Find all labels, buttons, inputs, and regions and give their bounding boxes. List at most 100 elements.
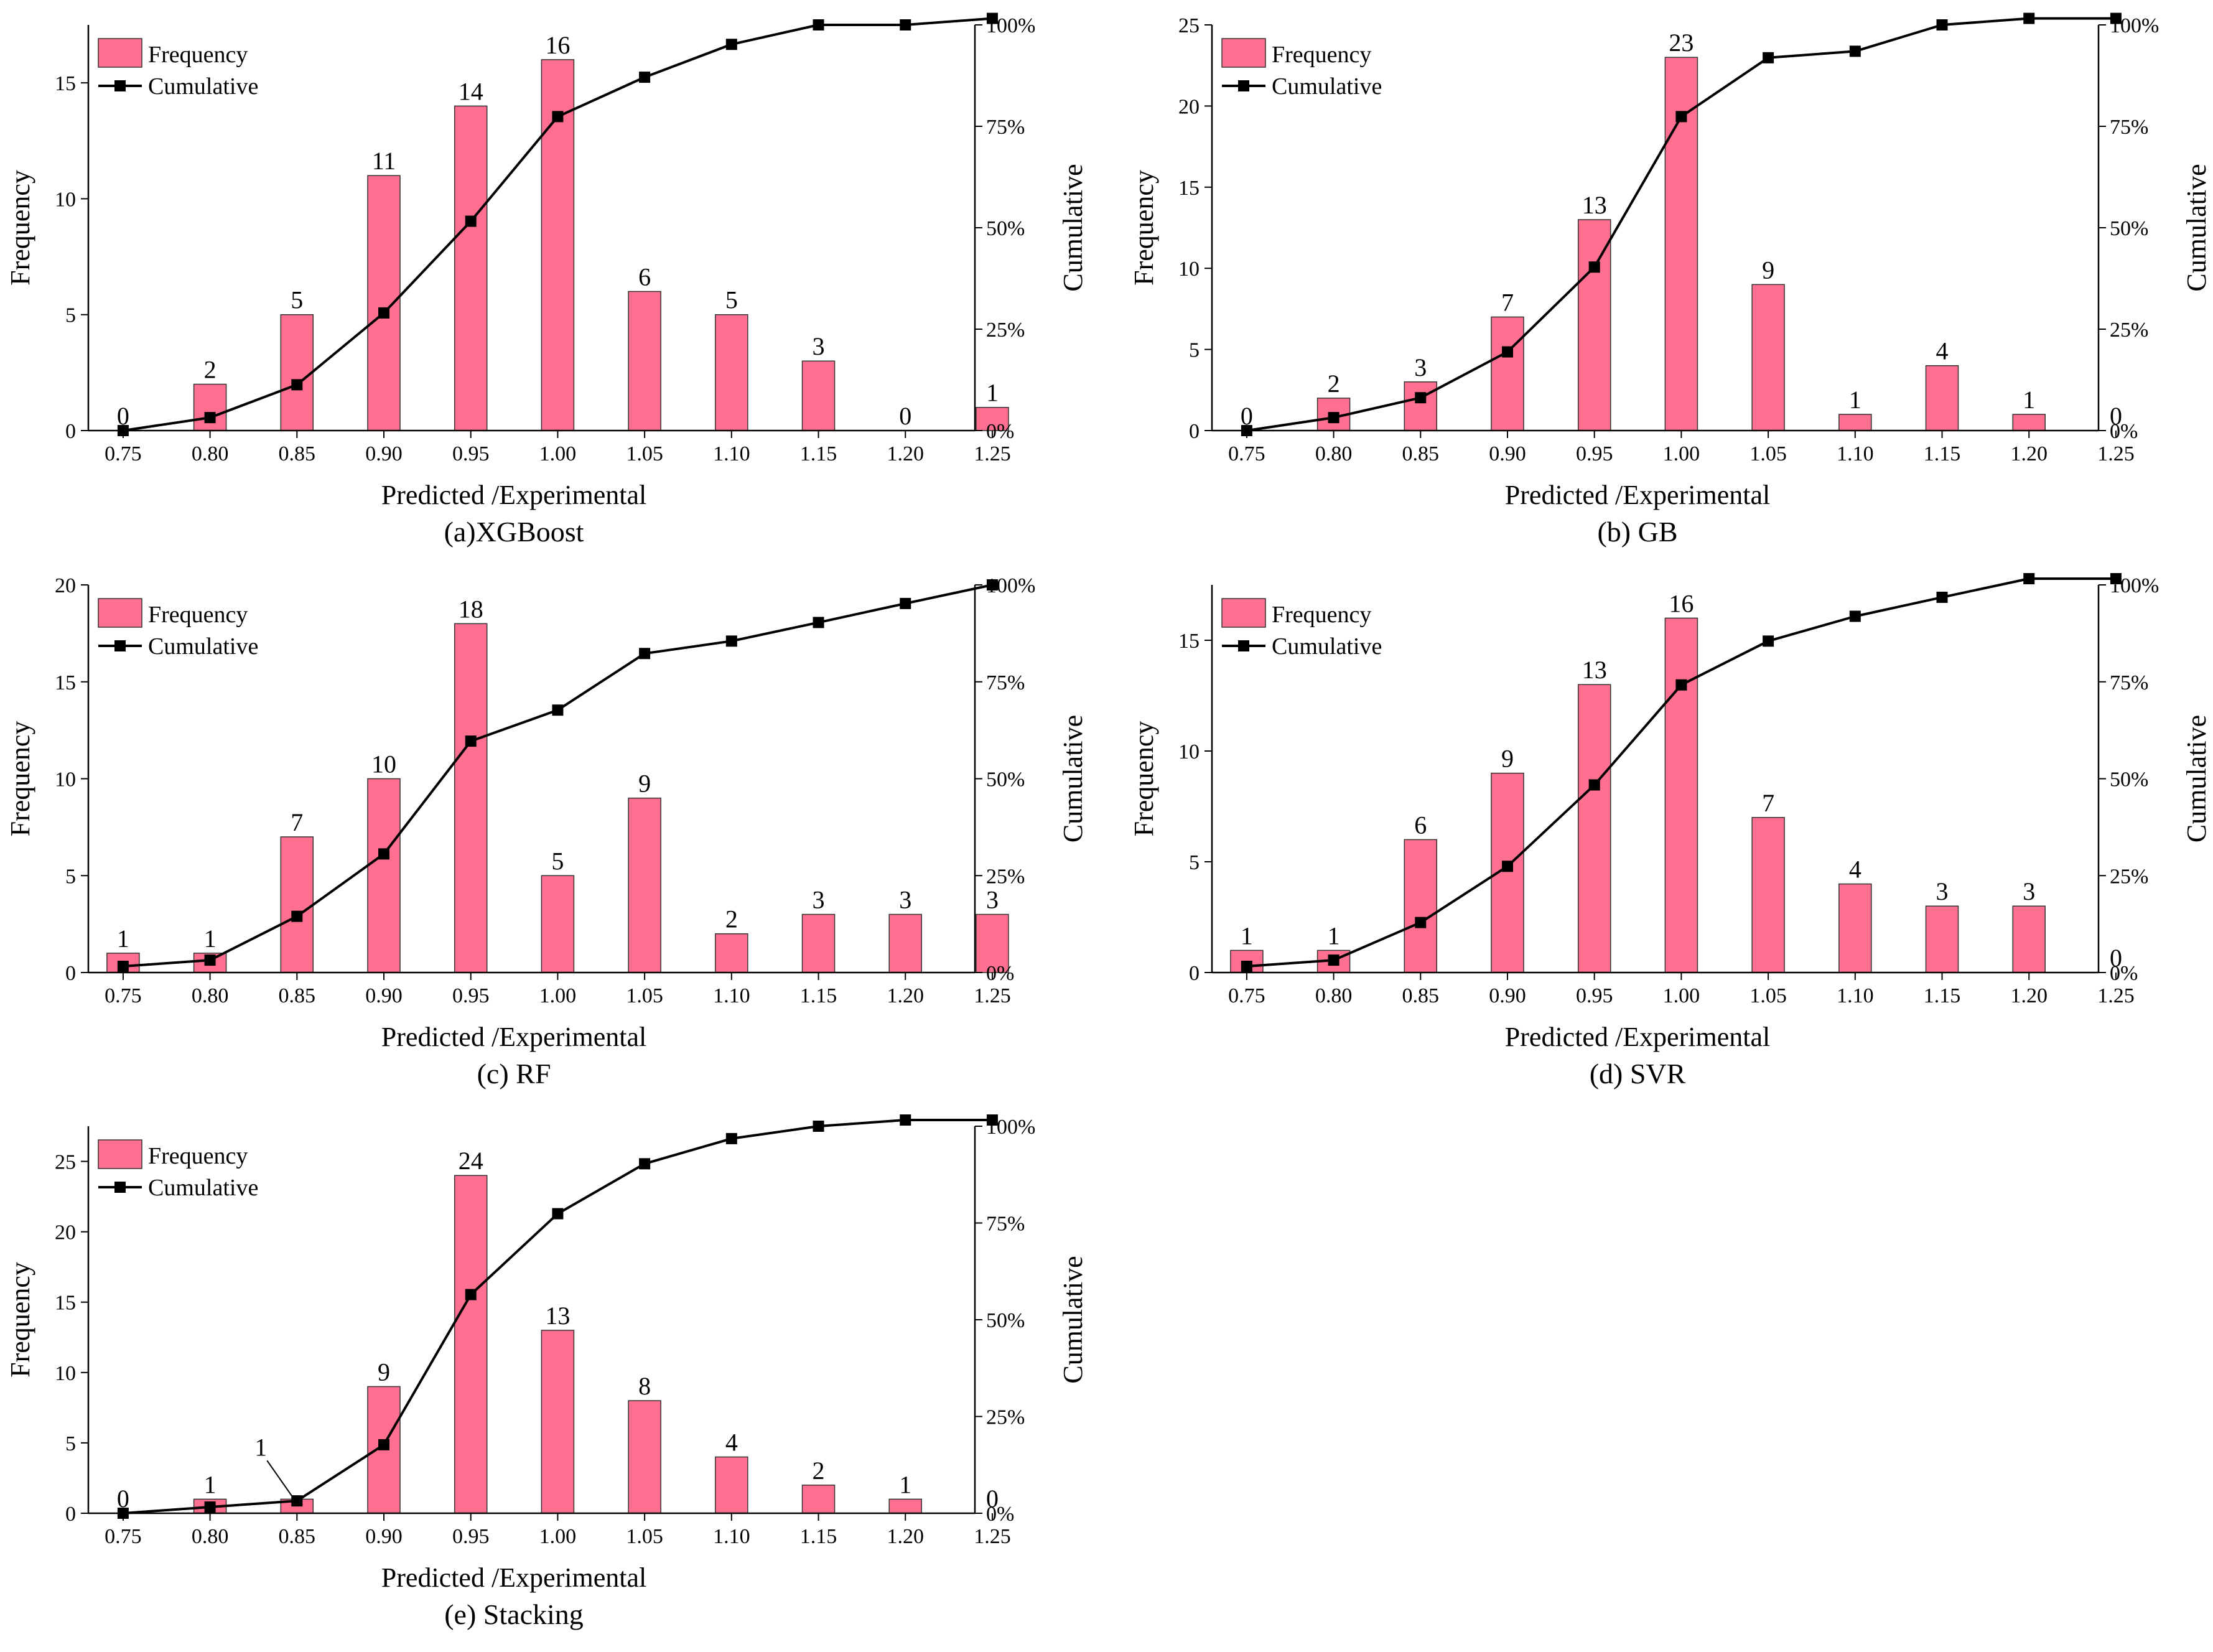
y-tick-label: 15 xyxy=(55,72,76,95)
x-tick-label: 0.90 xyxy=(365,442,403,465)
x-tick-label: 1.20 xyxy=(2010,442,2048,465)
frequency-bar xyxy=(888,1498,922,1514)
cumulative-marker xyxy=(986,12,998,24)
cumulative-marker xyxy=(1328,954,1339,966)
frequency-bar xyxy=(541,875,575,973)
y2-tick-label: 75% xyxy=(986,671,1025,694)
x-tick-label: 0.75 xyxy=(1228,442,1265,465)
bar-value-label: 7 xyxy=(291,808,303,836)
y-tick-label: 5 xyxy=(1189,339,1200,362)
bar-value-label: 2 xyxy=(725,905,738,933)
bar-value-label: 16 xyxy=(1669,589,1694,617)
cumulative-marker xyxy=(725,39,737,50)
y2-axis-title: Cumulative xyxy=(1058,715,1088,842)
x-tick-label: 1.20 xyxy=(2010,984,2048,1007)
bar-value-label: 1 xyxy=(2023,386,2035,414)
frequency-bar xyxy=(454,1175,488,1514)
y-tick-label: 20 xyxy=(55,574,76,597)
bar-value-label: 6 xyxy=(1414,811,1427,839)
bar-value-label: 9 xyxy=(1762,256,1774,284)
frequency-bar xyxy=(888,913,922,973)
chart-panel-2: 023713239141005101520250%25%50%75%100%0.… xyxy=(1129,12,2212,548)
cumulative-marker xyxy=(465,1289,477,1300)
cumulative-marker xyxy=(813,617,824,628)
legend-marker-swatch xyxy=(114,80,126,91)
bar-value-label: 3 xyxy=(986,886,999,914)
annotation-leader-line xyxy=(266,1460,294,1498)
cumulative-marker xyxy=(2023,573,2035,585)
legend-cumulative-label: Cumulative xyxy=(1272,73,1382,100)
x-tick-label: 1.05 xyxy=(1749,442,1787,465)
bar-value-label: 23 xyxy=(1669,29,1694,57)
frequency-bar xyxy=(1577,684,1611,973)
bar-value-label: 3 xyxy=(1414,353,1427,381)
legend: Frequency Cumulative xyxy=(1221,38,1382,100)
x-tick-label: 1.00 xyxy=(1663,984,1700,1007)
legend-frequency-label: Frequency xyxy=(1272,42,1371,68)
bar-value-label: 1 xyxy=(1849,386,1861,414)
bar-value-label: 3 xyxy=(813,886,825,914)
x-tick-label: 1.00 xyxy=(1663,442,1700,465)
x-tick-label: 0.75 xyxy=(105,1525,142,1548)
frequency-bar xyxy=(628,797,661,973)
y-axis-title: Frequency xyxy=(1129,721,1159,837)
y-tick-label: 5 xyxy=(65,1432,76,1455)
y2-tick-label: 25% xyxy=(2110,865,2148,888)
y-tick-label: 25 xyxy=(55,1151,76,1174)
cumulative-marker xyxy=(813,19,824,30)
legend-marker-swatch xyxy=(114,640,126,651)
x-tick-label: 0.90 xyxy=(1489,442,1526,465)
frequency-bar xyxy=(976,913,1009,973)
x-tick-label: 0.95 xyxy=(1576,984,1613,1007)
cumulative-marker xyxy=(813,1121,824,1132)
y-tick-label: 10 xyxy=(55,1362,76,1385)
bar-value-label: 0 xyxy=(2110,944,2122,972)
frequency-bar xyxy=(193,383,227,431)
cumulative-marker xyxy=(986,579,998,590)
bar-value-label: 1 xyxy=(899,1470,911,1498)
cumulative-marker xyxy=(1588,261,1600,273)
bar-value-label: 0 xyxy=(986,1485,999,1513)
x-tick-label: 1.20 xyxy=(887,442,924,465)
bar-value-label: 24 xyxy=(459,1147,483,1175)
frequency-bar xyxy=(1404,839,1438,973)
cumulative-marker xyxy=(1675,111,1687,123)
x-tick-label: 0.95 xyxy=(452,1525,490,1548)
legend-bar-swatch xyxy=(98,38,142,68)
cumulative-marker xyxy=(1849,610,1861,622)
x-tick-label: 1.15 xyxy=(1924,984,1961,1007)
x-tick-label: 1.25 xyxy=(2097,442,2135,465)
frequency-bar xyxy=(715,314,748,431)
frequency-bar xyxy=(1664,617,1698,973)
x-tick-label: 1.20 xyxy=(887,984,924,1007)
bar-value-label: 18 xyxy=(459,595,483,623)
legend-marker-swatch xyxy=(1238,80,1249,91)
cumulative-marker xyxy=(2110,12,2122,24)
cumulative-marker xyxy=(117,961,129,973)
legend-bar-swatch xyxy=(98,598,142,628)
bar-value-label: 4 xyxy=(725,1429,738,1457)
frequency-bar xyxy=(2012,414,2046,431)
x-tick-label: 0.90 xyxy=(365,1525,403,1548)
cumulative-marker xyxy=(465,735,477,747)
bar-value-label: 2 xyxy=(204,355,217,383)
y2-tick-label: 0% xyxy=(986,420,1014,443)
bar-value-label: 10 xyxy=(371,750,396,778)
x-tick-label: 1.25 xyxy=(974,984,1011,1007)
frequency-bar xyxy=(715,933,748,973)
x-tick-label: 1.10 xyxy=(713,984,750,1007)
legend: Frequency Cumulative xyxy=(98,38,258,100)
y-tick-label: 20 xyxy=(55,1221,76,1244)
y2-tick-label: 75% xyxy=(986,116,1025,139)
y2-tick-label: 75% xyxy=(2110,116,2148,139)
x-tick-label: 1.15 xyxy=(1924,442,1961,465)
x-axis-title: Predicted /Experimental xyxy=(381,480,646,510)
panel-caption: (d) SVR xyxy=(1590,1058,1686,1090)
frequency-bar xyxy=(801,1485,836,1514)
y2-tick-label: 25% xyxy=(986,319,1025,342)
frequency-bar xyxy=(1751,817,1785,973)
bar-value-label: 9 xyxy=(1501,745,1514,773)
